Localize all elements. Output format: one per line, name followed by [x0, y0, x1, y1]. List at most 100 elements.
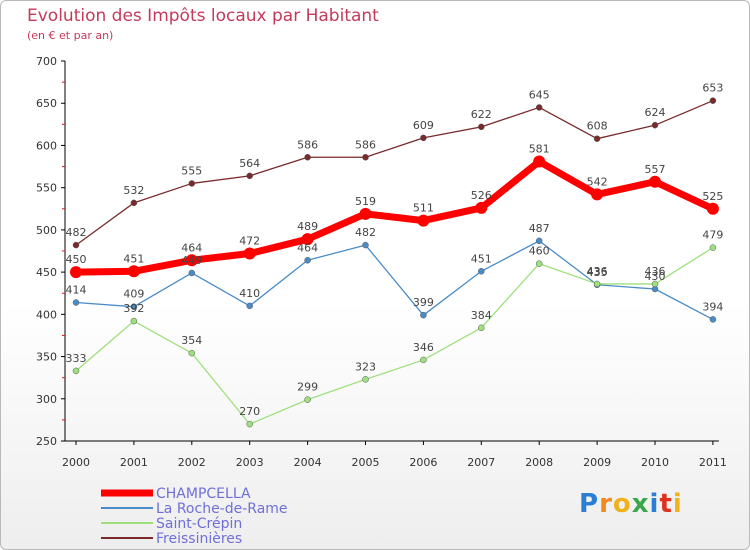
logo-letter: r [599, 489, 613, 519]
data-point [651, 121, 659, 129]
data-label: 392 [123, 302, 144, 315]
data-label: 557 [645, 163, 666, 176]
data-point [478, 324, 485, 332]
x-tick-label: 2010 [641, 456, 669, 469]
data-point [533, 155, 546, 168]
data-point [246, 172, 253, 180]
data-label: 299 [297, 381, 318, 394]
series-line-Freissinières [75, 100, 714, 246]
x-tick-label: 2011 [699, 456, 727, 469]
data-point [246, 420, 253, 428]
data-label: 346 [413, 341, 434, 354]
data-point [185, 254, 198, 267]
data-label: 555 [181, 164, 202, 177]
series-line-La Roche-de-Rame [75, 240, 714, 320]
data-label: 435 [587, 266, 608, 279]
logo-letter: t [659, 489, 673, 519]
x-tick-label: 2002 [178, 456, 206, 469]
data-label: 609 [413, 119, 434, 132]
data-point [535, 104, 543, 111]
data-point [535, 237, 543, 245]
data-point [359, 207, 372, 220]
data-point [535, 260, 543, 267]
data-label: 511 [413, 202, 434, 215]
data-point [304, 257, 311, 264]
data-label: 399 [413, 296, 434, 309]
y-tick-label: 250 [36, 435, 57, 448]
x-tick-label: 2005 [352, 456, 380, 469]
data-point [188, 349, 196, 357]
data-label: 333 [66, 352, 87, 365]
data-label: 526 [471, 189, 492, 202]
y-tick-label: 550 [36, 182, 57, 195]
logo-letter: x [631, 489, 650, 519]
data-point [591, 188, 604, 201]
chart-subtitle: (en € et par an) [27, 29, 114, 42]
data-point [130, 303, 138, 310]
data-label: 451 [123, 252, 144, 265]
y-tick-label: 500 [36, 224, 57, 237]
logo-letter: P [579, 489, 600, 519]
data-point [70, 266, 82, 279]
data-point [72, 367, 80, 375]
data-point [709, 244, 717, 251]
data-label: 354 [181, 334, 202, 347]
data-label: 450 [66, 253, 87, 266]
data-label: 384 [471, 309, 492, 322]
data-point [649, 175, 661, 188]
data-label: 394 [702, 300, 723, 313]
data-label: 436 [587, 265, 608, 278]
data-point [243, 247, 256, 260]
data-label: 622 [471, 108, 492, 121]
x-tick-label: 2009 [583, 456, 611, 469]
series-line-Saint-Crépin [75, 247, 714, 425]
data-label: 564 [239, 157, 260, 170]
logo-letter: i [649, 489, 660, 519]
legend-label: CHAMPCELLA [156, 486, 251, 502]
chart-title: Evolution des Impôts locaux par Habitant [27, 6, 379, 26]
x-tick-label: 2007 [467, 456, 495, 469]
data-label: 519 [355, 195, 376, 208]
data-label: 464 [297, 241, 318, 254]
data-label: 482 [355, 226, 376, 239]
data-point [706, 202, 719, 215]
data-label: 586 [355, 138, 376, 151]
data-point [420, 356, 427, 364]
legend-label: Saint-Crépin [156, 516, 242, 532]
data-label: 472 [239, 235, 260, 248]
proxiti-logo: Proxiti [579, 489, 683, 519]
data-point [362, 376, 369, 383]
data-point [304, 396, 311, 403]
data-point [72, 299, 80, 306]
data-label: 653 [702, 82, 723, 95]
data-label: 489 [297, 220, 318, 233]
data-point [304, 154, 311, 161]
x-tick-label: 2008 [525, 456, 553, 469]
data-point [709, 97, 717, 104]
y-tick-label: 300 [36, 393, 57, 406]
data-point [593, 280, 601, 288]
data-label: 464 [181, 241, 202, 254]
data-point [475, 201, 488, 214]
x-tick-label: 2004 [294, 456, 322, 469]
data-label: 430 [645, 270, 666, 283]
series-line-CHAMPCELLA [75, 157, 715, 276]
data-label: 449 [181, 254, 202, 267]
data-point [127, 265, 140, 278]
y-tick-label: 400 [36, 308, 57, 321]
data-label: 410 [239, 287, 260, 300]
data-label: 460 [529, 245, 550, 258]
data-point [130, 317, 138, 325]
data-label: 270 [239, 405, 260, 418]
x-tick-label: 2000 [62, 456, 90, 469]
data-point [301, 233, 314, 246]
data-point [420, 134, 427, 142]
x-tick-label: 2003 [236, 456, 264, 469]
data-point [709, 316, 717, 323]
x-tick-label: 2006 [409, 456, 437, 469]
y-tick-label: 350 [36, 351, 57, 364]
data-label: 608 [587, 120, 608, 133]
data-label: 479 [702, 229, 723, 242]
data-point [362, 241, 369, 249]
data-label: 586 [297, 138, 318, 151]
